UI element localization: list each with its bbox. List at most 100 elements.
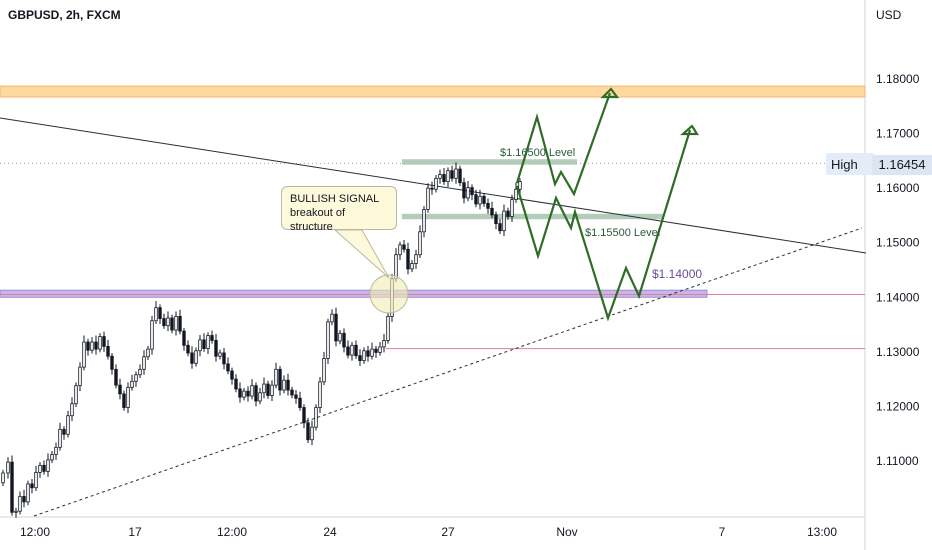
candle-body (506, 210, 510, 217)
candle-body (86, 341, 90, 351)
x-tick-label: 24 (323, 525, 337, 539)
candle-body (426, 187, 430, 210)
candle-body (478, 195, 482, 205)
candle-body (330, 313, 334, 323)
descending-trendline (0, 117, 867, 254)
candle-body (318, 381, 322, 408)
candle-body (374, 348, 378, 353)
candle-body (294, 394, 298, 399)
candle-body (110, 355, 114, 370)
y-tick-label: 1.17000 (876, 127, 920, 141)
candle-body (230, 370, 234, 380)
candle-body (182, 330, 186, 346)
candle-body (154, 307, 158, 322)
candle-body (350, 344, 354, 356)
candle-body (282, 379, 286, 391)
candle-body (214, 339, 218, 357)
candle-body (418, 231, 422, 256)
y-tick-label: 1.12000 (876, 399, 920, 413)
level-label-1140: $1.14000 (652, 267, 702, 281)
candle-body (106, 345, 110, 357)
candle-body (290, 389, 294, 396)
candle-body (222, 352, 226, 365)
candle-body (118, 384, 122, 395)
candle-body (226, 363, 230, 372)
candle-body (378, 346, 382, 353)
candle-body (354, 344, 358, 357)
candle-body (314, 407, 318, 428)
candle-body (14, 510, 18, 513)
candle-body (238, 388, 242, 398)
candle-body (26, 483, 30, 503)
candle-body (126, 386, 130, 408)
candle-body (346, 346, 350, 356)
candle-body (50, 454, 54, 461)
candle-body (258, 392, 262, 402)
candle-body (34, 472, 38, 489)
projection-arrow-a (600, 87, 620, 99)
candle-body (186, 344, 190, 354)
candle-body (130, 380, 134, 388)
candle-body (298, 397, 302, 408)
callout-line-1: BULLISH SIGNAL (290, 193, 380, 205)
candle-body (270, 384, 274, 396)
candle-body (470, 187, 474, 196)
candle-body (334, 313, 338, 342)
candle-body (486, 203, 490, 209)
candle-body (286, 379, 290, 391)
candle-body (18, 496, 22, 512)
candle-body (490, 207, 494, 216)
x-tick-label: 7 (719, 525, 726, 539)
candle-body (246, 390, 250, 397)
candle-body (206, 335, 210, 349)
candle-body (442, 174, 446, 182)
candle-body (462, 182, 466, 199)
candle-body (138, 368, 142, 376)
candle-body (306, 422, 310, 441)
candle-body (162, 318, 166, 327)
candle-body (122, 393, 126, 408)
x-tick-label: 17 (128, 525, 142, 539)
candle-body (114, 368, 118, 386)
candle-body (434, 177, 438, 190)
candle-body (342, 332, 346, 348)
candle-body (98, 336, 102, 350)
candle-body (58, 428, 62, 448)
candle-body (42, 464, 46, 472)
candle-body (322, 358, 326, 383)
candle-body (382, 339, 386, 348)
x-tick-label: 27 (441, 525, 455, 539)
projection-path-b (515, 129, 692, 322)
candle-body (1, 472, 5, 484)
price-unit-label: USD (876, 8, 902, 22)
candle-body (302, 407, 306, 424)
candle-body (62, 428, 66, 435)
candle-body (150, 320, 154, 350)
candle-body (6, 461, 10, 474)
x-tick-label: Nov (556, 525, 577, 539)
candle-body (46, 459, 50, 472)
candle-body (202, 339, 206, 349)
ascending-trendline (33, 227, 863, 517)
candle-body (422, 209, 426, 233)
candle-body (146, 348, 150, 358)
candle-body (190, 352, 194, 364)
candle-body (518, 181, 522, 190)
candle-body (482, 195, 486, 204)
candle-body (38, 464, 42, 473)
projection-path-a (515, 92, 612, 197)
candle-body (198, 339, 202, 352)
candle-body (166, 317, 170, 327)
candle-body (210, 335, 214, 341)
y-tick-label: 1.14000 (876, 290, 920, 304)
level-label-1165: $1.16500 Level (500, 147, 575, 159)
candle-body (90, 341, 94, 351)
candle-body (174, 315, 178, 331)
candle-body (510, 199, 514, 217)
candle-body (254, 385, 258, 402)
high-value-label: 1.16454 (872, 155, 932, 175)
candle-body (242, 390, 246, 398)
candle-body (94, 341, 98, 350)
x-tick-label: 13:00 (807, 525, 837, 539)
